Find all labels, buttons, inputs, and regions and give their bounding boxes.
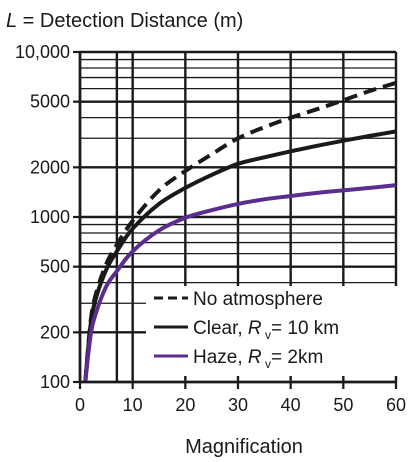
series-lines [83, 80, 397, 383]
x-tick-label: 30 [228, 395, 248, 415]
y-tick-label: 200 [40, 322, 70, 342]
x-tick-label: 40 [281, 395, 301, 415]
y-tick-label: 10,000 [15, 42, 70, 62]
legend-box [146, 286, 400, 376]
x-tick-label: 60 [386, 395, 406, 415]
title-symbol: L [6, 10, 17, 32]
y-tick-label: 2000 [30, 157, 70, 177]
y-tick-label: 100 [40, 372, 70, 392]
legend-label-no-atmosphere: No atmosphere [193, 289, 323, 310]
legend: No atmosphere Clear, R v= 10 km Haze, R v=… [146, 286, 400, 376]
x-tick-label: 20 [175, 395, 195, 415]
legend-label-haze: Haze, R v= 2km [193, 347, 323, 371]
y-axis-tick-labels: 100 200 500 1000 2000 5000 10,000 [15, 42, 70, 392]
y-tick-label: 5000 [30, 92, 70, 112]
x-axis-tick-labels: 0 10 20 30 40 50 60 [75, 395, 406, 415]
plot-axes [73, 50, 398, 389]
x-tick-label: 0 [75, 395, 85, 415]
chart-title: L = Detection Distance (m) [6, 10, 243, 32]
title-text: = Detection Distance (m) [17, 10, 243, 32]
x-axis-label: Magnification [185, 436, 303, 458]
x-tick-label: 10 [123, 395, 143, 415]
x-tick-label: 50 [333, 395, 353, 415]
series-line-clear [83, 129, 397, 383]
y-tick-label: 1000 [30, 207, 70, 227]
legend-label-clear: Clear, R v= 10 km [193, 318, 339, 342]
series-line-haze [83, 183, 397, 383]
y-tick-label: 500 [40, 257, 70, 277]
